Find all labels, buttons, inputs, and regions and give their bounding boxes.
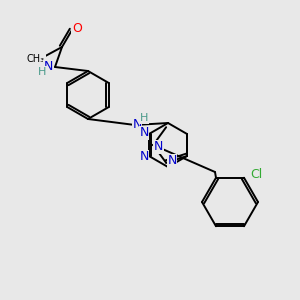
Text: N: N xyxy=(139,127,148,140)
Text: CH₃: CH₃ xyxy=(27,54,45,64)
Text: H: H xyxy=(38,67,46,77)
Text: N: N xyxy=(43,61,53,74)
Text: N: N xyxy=(139,151,148,164)
Text: O: O xyxy=(72,22,82,34)
Text: N: N xyxy=(132,118,142,130)
Text: Cl: Cl xyxy=(250,168,262,181)
Text: H: H xyxy=(140,113,148,123)
Text: N: N xyxy=(154,140,163,154)
Text: N: N xyxy=(167,154,177,167)
